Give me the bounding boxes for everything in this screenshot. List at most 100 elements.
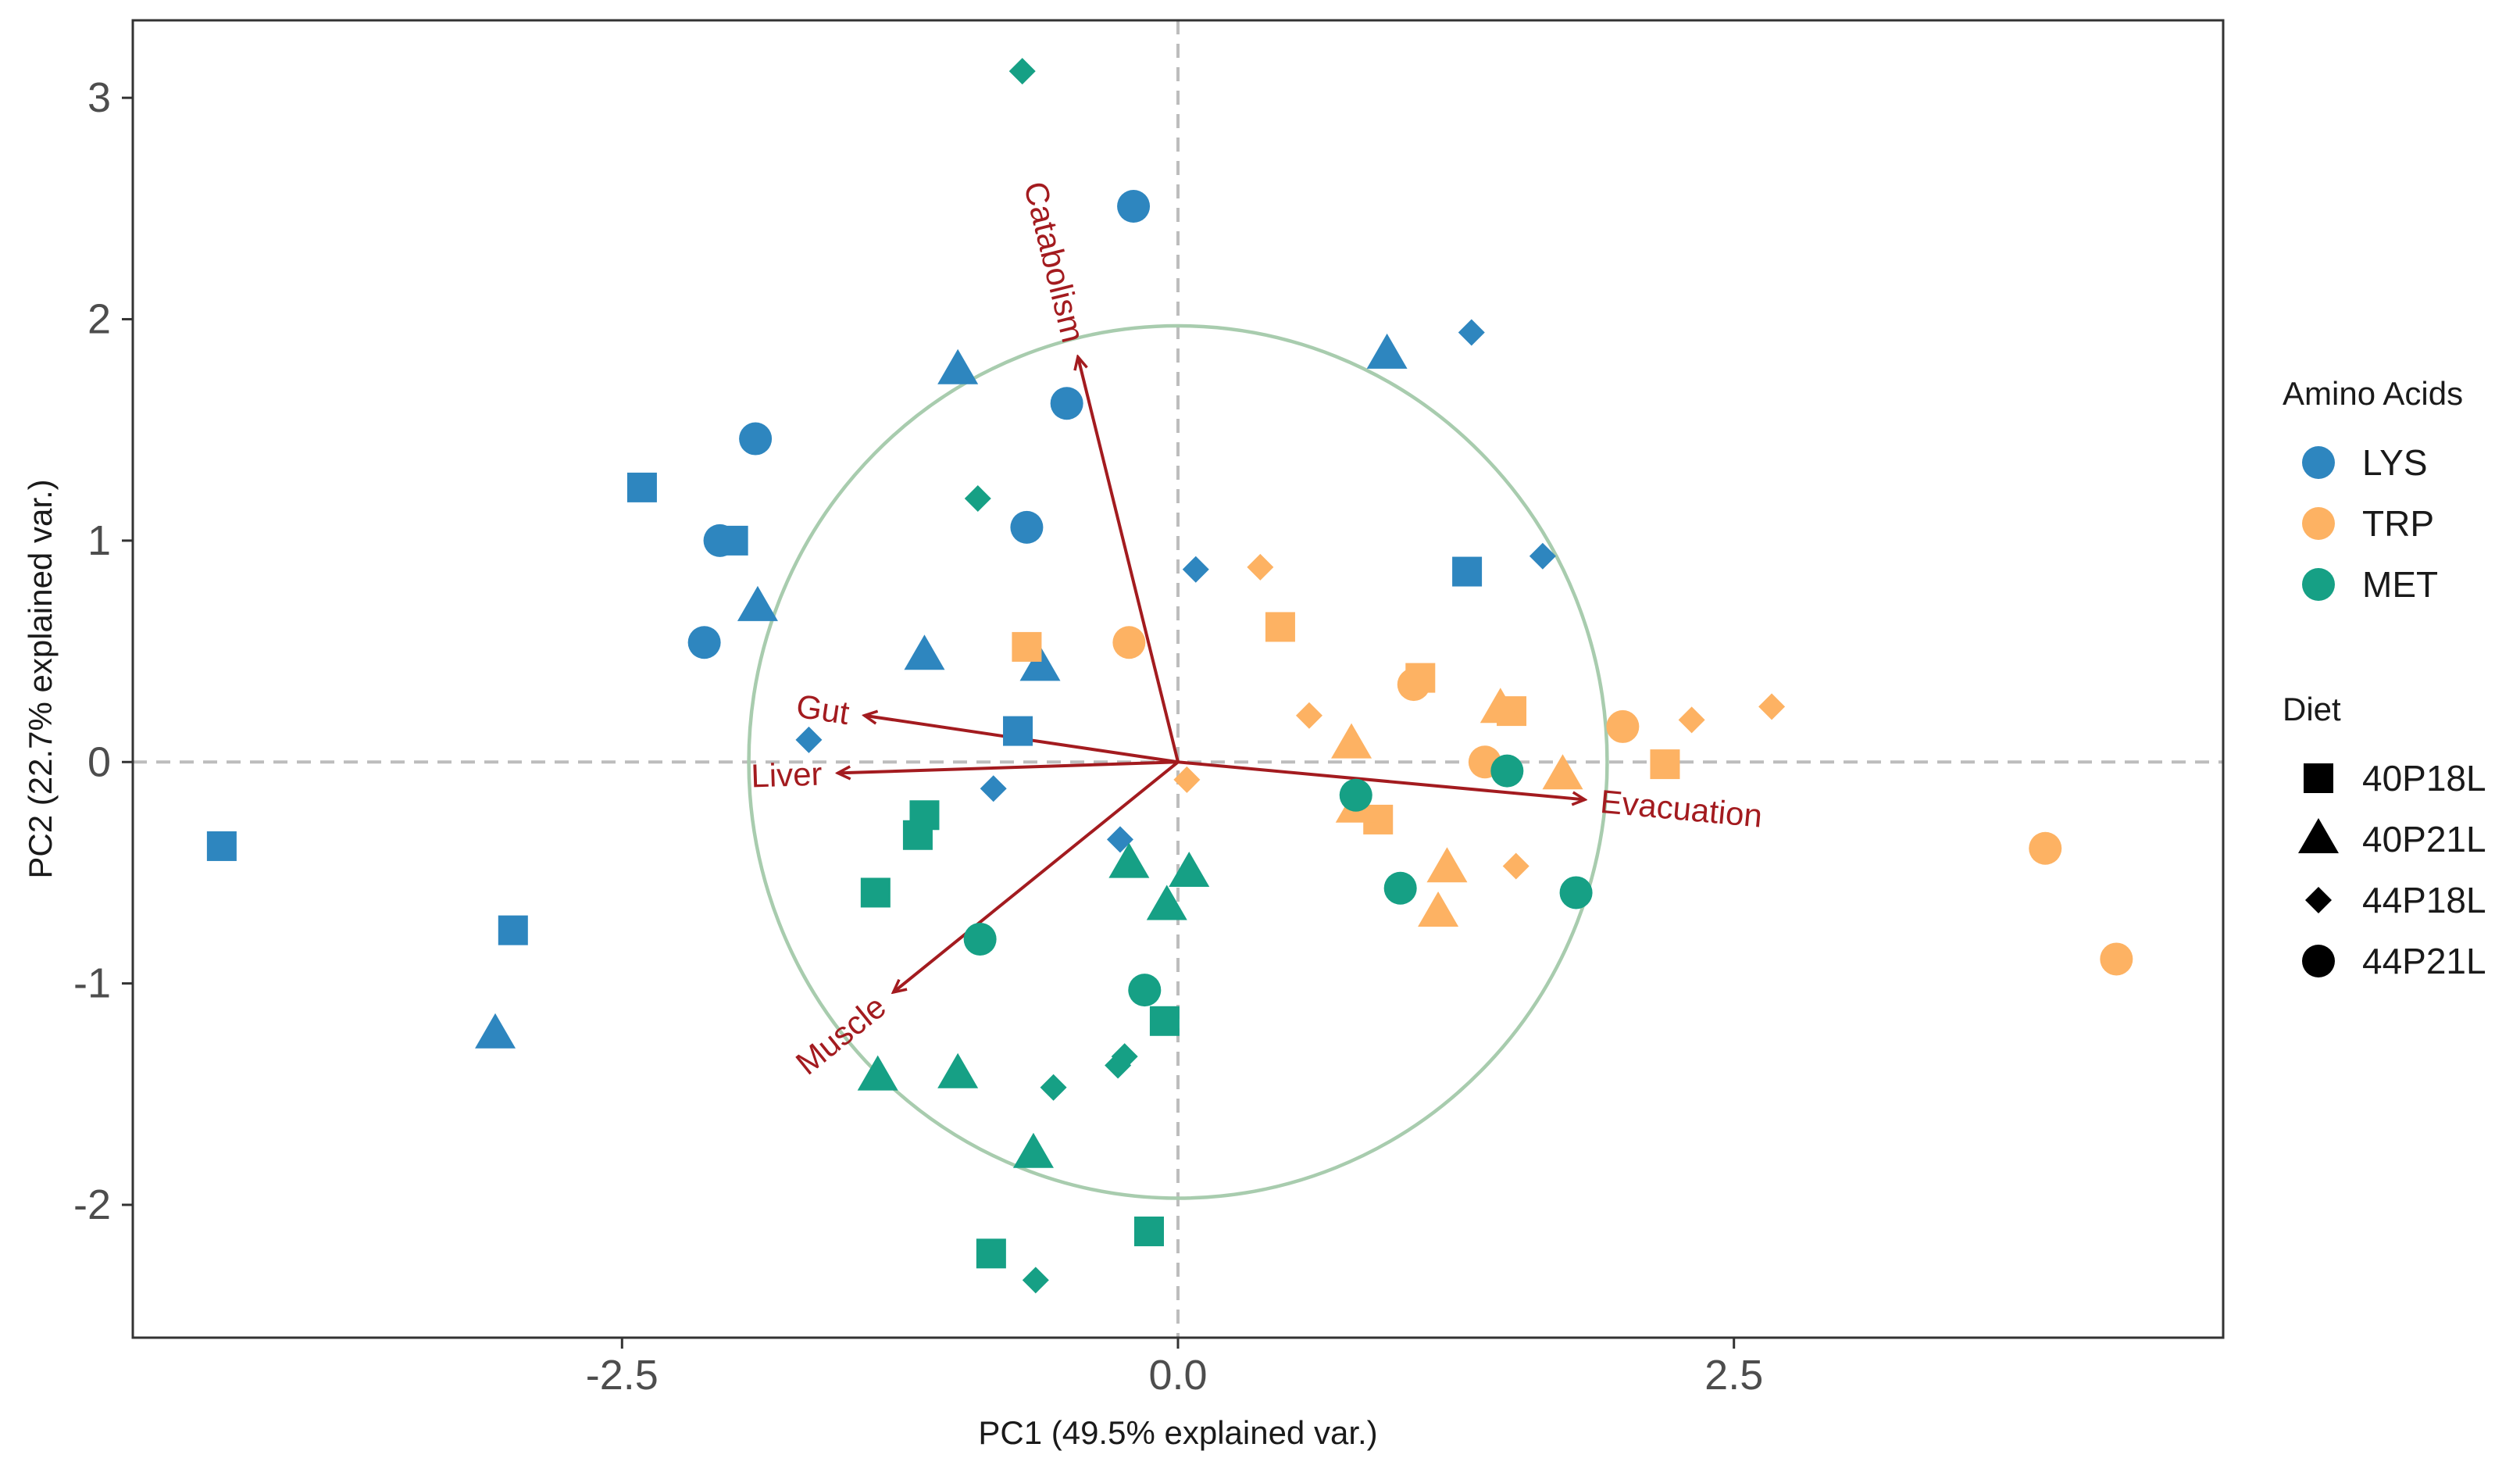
point-lys-44p18l [795, 726, 823, 753]
point-lys-44p18l [980, 775, 1007, 802]
point-met-44p21l [1490, 754, 1524, 788]
legend-color-title: Amino Acids [2283, 375, 2463, 412]
point-met-44p18l [1008, 58, 1036, 85]
point-trp-40p18l [1650, 749, 1680, 780]
point-lys-44p21l [687, 626, 721, 659]
legend-color-entries: LYS TRP MET [2302, 442, 2438, 605]
point-lys-40p18l [626, 472, 657, 502]
point-trp-44p18l [1173, 766, 1201, 793]
point-lys-44p18l [1529, 542, 1556, 570]
point-trp-44p18l [1247, 553, 1274, 581]
point-trp-44p18l [1758, 693, 1786, 720]
point-lys-40p18l [1452, 556, 1483, 587]
point-trp-44p21l [1606, 709, 1640, 743]
point-met-44p18l [1105, 1052, 1132, 1079]
point-met-40p21l [1012, 1132, 1054, 1168]
point-met-40p18l [860, 877, 891, 908]
point-met-40p18l [902, 820, 933, 850]
legend-key-met [2302, 568, 2335, 601]
point-trp-44p18l [1295, 702, 1322, 729]
legend-shape-entries: 40P18L 40P21L 44P18L 44P21L [2298, 758, 2486, 981]
point-met-44p21l [963, 922, 997, 956]
point-lys-44p18l [1458, 319, 1485, 346]
point-lys-40p21l [1019, 645, 1061, 681]
y-tick-label: 0 [87, 738, 111, 785]
point-lys-44p21l [703, 524, 737, 557]
point-trp-44p18l [1678, 706, 1705, 734]
point-lys-40p21l [475, 1013, 516, 1049]
point-lys-44p18l [1106, 826, 1133, 853]
y-tick-label: -2 [73, 1181, 111, 1228]
point-lys-40p18l [206, 831, 237, 861]
x-tick-label: -2.5 [586, 1352, 659, 1399]
legend-label-44p18l: 44P18L [2362, 880, 2486, 920]
point-trp-44p21l [2029, 831, 2062, 865]
point-lys-40p21l [1366, 333, 1408, 369]
point-trp-44p21l [1397, 668, 1430, 702]
x-axis: -2.5 0.0 2.5 [586, 1338, 1763, 1399]
point-lys-40p21l [737, 585, 778, 621]
point-lys-44p21l [739, 422, 773, 456]
point-lys-44p18l [1182, 556, 1209, 583]
point-trp-40p18l [1012, 631, 1042, 662]
point-lys-40p21l [904, 634, 945, 670]
point-met-44p18l [964, 485, 991, 513]
point-met-44p18l [1022, 1267, 1049, 1294]
point-lys-44p21l [1010, 510, 1044, 544]
loading-arrow-catabolism [1078, 357, 1180, 763]
legend-label-lys: LYS [2362, 442, 2428, 483]
legend-label-met: MET [2362, 564, 2438, 605]
point-trp-44p21l [2100, 942, 2133, 976]
point-lys-40p18l [498, 915, 528, 945]
point-trp-40p18l [1265, 612, 1295, 642]
loading-arrow-muscle [894, 760, 1180, 992]
point-met-40p21l [1146, 884, 1187, 920]
point-lys-40p18l [1003, 716, 1033, 746]
x-tick-label: 2.5 [1704, 1352, 1763, 1399]
data-points [206, 58, 2133, 1294]
point-trp-40p21l [1542, 754, 1583, 790]
legend-key-trp [2302, 507, 2335, 540]
legend-key-44p21l [2302, 945, 2335, 977]
point-met-44p21l [1339, 778, 1372, 812]
point-met-40p21l [1169, 851, 1210, 887]
point-met-40p18l [976, 1238, 1006, 1269]
y-tick-label: 1 [87, 517, 111, 564]
point-met-44p21l [1383, 871, 1417, 905]
legend-key-40p21l [2298, 818, 2339, 853]
legend-shape-title: Diet [2283, 691, 2341, 727]
y-tick-label: 3 [87, 74, 111, 121]
point-met-44p21l [1128, 974, 1162, 1007]
legend-label-40p21l: 40P21L [2362, 819, 2486, 859]
point-met-40p21l [937, 1052, 979, 1088]
point-trp-44p21l [1112, 626, 1146, 659]
legend-label-trp: TRP [2362, 503, 2434, 544]
point-met-44p21l [1559, 876, 1593, 909]
point-met-40p18l [1133, 1216, 1164, 1246]
point-met-40p18l [1149, 1006, 1180, 1036]
y-tick-label: 2 [87, 296, 111, 343]
loading-arrow-evacuation [1177, 760, 1585, 799]
point-trp-44p18l [1502, 852, 1529, 880]
y-tick-label: -1 [73, 960, 111, 1007]
loading-arrow-liver [837, 760, 1179, 773]
point-lys-44p21l [1117, 190, 1151, 223]
legend-key-lys [2302, 446, 2335, 479]
legend-key-44p18l [2305, 887, 2332, 913]
point-lys-40p21l [937, 348, 979, 384]
legend-label-44p21l: 44P21L [2362, 941, 2486, 981]
point-trp-40p21l [1426, 847, 1468, 883]
x-axis-title: PC1 (49.5% explained var.) [978, 1414, 1377, 1451]
legend-key-40p18l [2304, 763, 2333, 793]
point-lys-44p21l [1050, 387, 1083, 420]
point-trp-40p21l [1418, 891, 1459, 927]
point-trp-40p21l [1480, 688, 1521, 724]
loading-label-liver: Liver [751, 756, 823, 795]
x-tick-label: 0.0 [1148, 1352, 1207, 1399]
legend-label-40p18l: 40P18L [2362, 758, 2486, 799]
y-axis-title: PC2 (22.7% explained var.) [22, 479, 59, 878]
y-axis: -2 -1 0 1 2 3 [73, 74, 133, 1228]
point-met-40p21l [857, 1055, 898, 1091]
correlation-circle [747, 323, 1609, 1200]
